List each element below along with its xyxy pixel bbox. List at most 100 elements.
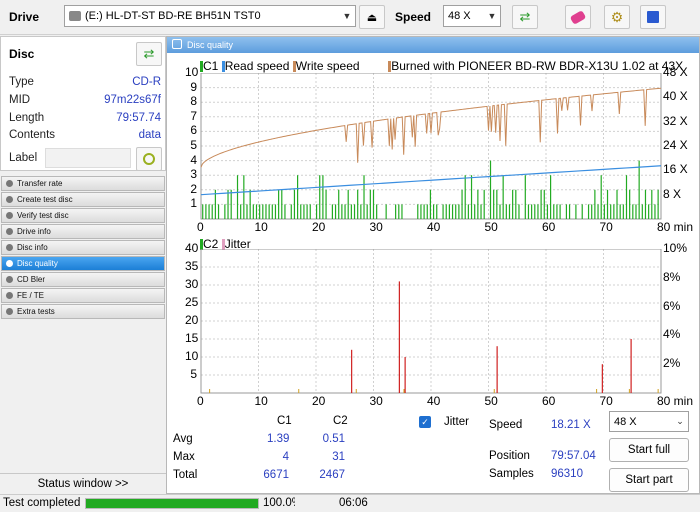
speed-select[interactable]: 48 X ▼ — [443, 5, 501, 27]
y-tick-label: 1 — [190, 196, 197, 211]
disc-value: CD-R — [132, 76, 161, 88]
disc-refresh-button[interactable]: ⇄ — [136, 42, 162, 66]
y-tick-label: 3 — [190, 167, 197, 182]
y-tick-label: 40 — [185, 241, 199, 255]
nav-item-disc-info[interactable]: Disc info — [1, 240, 165, 255]
max-c1: 4 — [282, 451, 289, 463]
drive-select[interactable]: (E:) HL-DT-ST BD-RE BH51N TST0 ▼ — [64, 5, 356, 27]
nav-item-extra-tests[interactable]: Extra tests — [1, 304, 165, 319]
refresh-button[interactable]: ⇄ — [512, 5, 538, 29]
save-icon — [647, 11, 659, 23]
disc-value: 79:57.74 — [116, 112, 161, 124]
write-speed-line — [200, 87, 662, 168]
nav-item-create-test-disc[interactable]: Create test disc — [1, 192, 165, 207]
nav-icon — [6, 212, 13, 219]
progress-percent: 100.0% — [263, 497, 295, 509]
jitter-checkbox[interactable]: ✓ — [419, 416, 431, 428]
legend-read-speed: Read speed — [224, 59, 290, 73]
c2-legend-swatch — [200, 239, 203, 251]
disc-row-label: Label — [9, 152, 161, 168]
y-tick-label: 2 — [190, 181, 197, 196]
y-tick-label: 30 — [185, 277, 199, 291]
legend-jitter: Jitter — [224, 237, 251, 251]
x-tick-label: 30 — [369, 394, 383, 408]
refresh-icon: ⇄ — [519, 9, 531, 24]
disc-row-contents: Contents data — [9, 129, 161, 145]
x-tick-label: 10 — [254, 394, 268, 408]
nav-item-cd-bler[interactable]: CD Bler — [1, 272, 165, 287]
start-full-button[interactable]: Start full — [609, 438, 689, 462]
nav-label: Drive info — [17, 227, 51, 236]
eject-button[interactable]: ⏏ — [359, 5, 385, 29]
x-tick-label: 70 — [599, 220, 613, 234]
x-tick-label: 0 — [197, 220, 204, 234]
read-legend-swatch — [221, 61, 225, 73]
y-right-tick-label: 4% — [663, 327, 681, 342]
nav-label: CD Bler — [17, 275, 46, 284]
drive-select-value: (E:) HL-DT-ST BD-RE BH51N TST0 — [85, 10, 261, 22]
speed-label: Speed — [489, 419, 523, 431]
disc-key: Length — [9, 112, 45, 124]
y-right-tick-label: 16 X — [663, 162, 688, 177]
speed-select-bottom-value: 48 X — [614, 415, 637, 428]
x-tick-label: 60 — [542, 220, 556, 234]
y-tick-label: 20 — [185, 313, 199, 327]
status-window-button[interactable]: Status window >> — [0, 473, 166, 494]
options-button[interactable]: ⚙ — [604, 5, 630, 29]
legend-c2: C2 — [203, 237, 219, 251]
y-tick-label: 35 — [185, 259, 199, 273]
erase-button[interactable] — [565, 5, 591, 29]
x-tick-label: 0 — [197, 394, 204, 408]
jitter-label: Jitter — [444, 416, 469, 428]
total-c1: 6671 — [263, 469, 289, 481]
disc-row-mid: MID 97m22s67f — [9, 94, 161, 110]
chart1-legend: C1 Read speed Write speed Burned with PI… — [200, 59, 683, 73]
x-tick-label: 20 — [312, 220, 326, 234]
speed-select-bottom[interactable]: 48 X ⌄ — [609, 411, 689, 432]
nav-item-verify-test-disc[interactable]: Verify test disc — [1, 208, 165, 223]
disc-value: data — [138, 129, 161, 141]
nav-item-drive-info[interactable]: Drive info — [1, 224, 165, 239]
legend-write-speed: Write speed — [295, 59, 360, 73]
nav-icon — [6, 180, 13, 187]
y-tick-label: 10 — [185, 349, 199, 363]
burn-legend-swatch — [388, 61, 392, 73]
save-button[interactable] — [640, 5, 666, 29]
y-tick-label: 9 — [190, 79, 197, 94]
x-tick-label: 40 — [427, 220, 441, 234]
chart1-svg — [200, 73, 662, 220]
start-part-button[interactable]: Start part — [609, 468, 689, 492]
nav-label: Create test disc — [17, 195, 73, 204]
elapsed-time: 06:06 — [339, 497, 368, 509]
progress-fill — [86, 499, 258, 508]
y-tick-label: 8 — [190, 94, 197, 109]
y-tick-label: 5 — [190, 367, 197, 381]
nav-item-transfer-rate[interactable]: Transfer rate — [1, 176, 165, 191]
y-tick-label: 25 — [185, 295, 199, 309]
disc-icon — [143, 153, 155, 165]
x-tick-label: 60 — [542, 394, 556, 408]
max-c2: 31 — [332, 451, 345, 463]
nav-item-disc-quality[interactable]: Disc quality — [1, 256, 165, 271]
label-field[interactable] — [45, 148, 131, 168]
nav-label: Verify test disc — [17, 211, 69, 220]
disc-title: Disc — [9, 47, 35, 61]
nav-icon — [6, 228, 13, 235]
row-label-avg: Avg — [173, 433, 193, 445]
y-right-tick-label: 48 X — [663, 65, 688, 79]
x-tick-label: 40 — [427, 394, 441, 408]
y-right-tick-label: 8 X — [663, 186, 682, 201]
y-right-tick-label: 8% — [663, 269, 681, 284]
col-header-c1: C1 — [277, 415, 292, 427]
label-button[interactable] — [136, 147, 162, 171]
disc-row-length: Length 79:57.74 — [9, 112, 161, 128]
legend-c1: C1 — [203, 59, 219, 73]
nav-item-fe-te[interactable]: FE / TE — [1, 288, 165, 303]
speed-value: 18.21 X — [551, 419, 591, 431]
status-text: Test completed — [3, 497, 81, 509]
samples-label: Samples — [489, 468, 534, 480]
panel-icon — [172, 39, 182, 49]
disc-key: Contents — [9, 129, 56, 141]
nav-icon — [6, 244, 13, 251]
position-value: 79:57.04 — [551, 450, 596, 462]
